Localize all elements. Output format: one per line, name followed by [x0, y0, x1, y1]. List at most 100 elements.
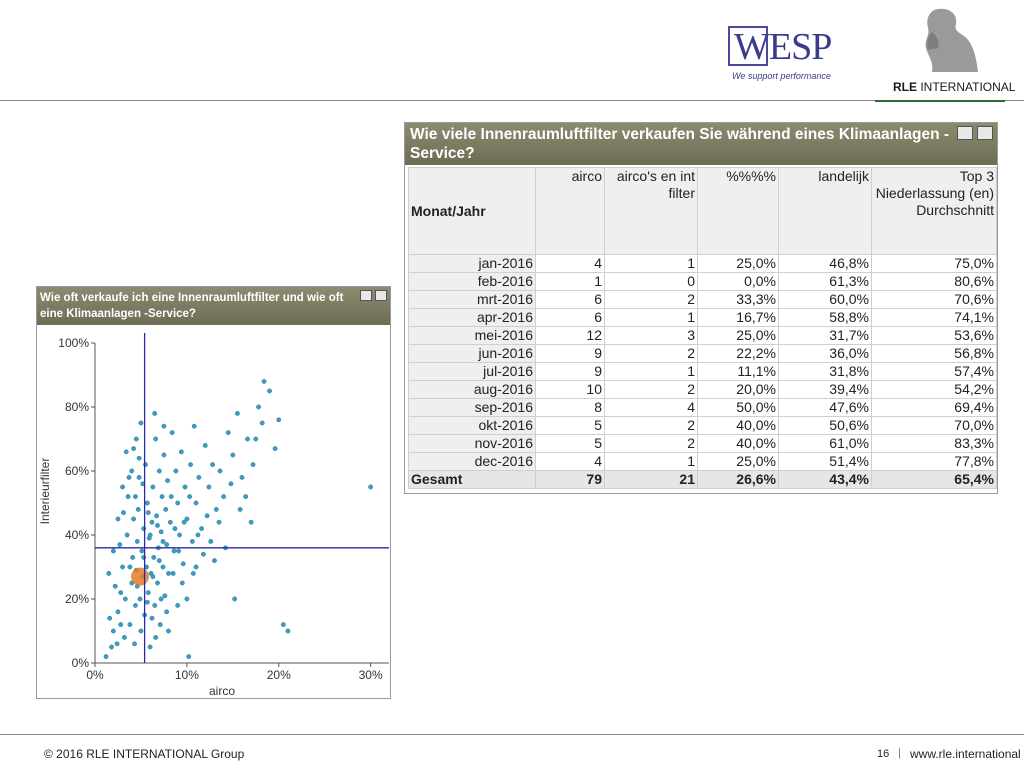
table-row[interactable]: jan-2016 4 1 25,0% 46,8% 75,0%	[408, 254, 997, 273]
scatter-point[interactable]	[152, 602, 158, 608]
scatter-point[interactable]	[261, 379, 267, 384]
scatter-point[interactable]	[245, 436, 250, 442]
table-row[interactable]: apr-2016 6 1 16,7% 58,8% 74,1%	[408, 308, 997, 327]
scatter-point[interactable]	[228, 481, 234, 487]
table-row[interactable]: mei-2016 12 3 25,0% 31,7% 53,6%	[408, 326, 997, 345]
scatter-point[interactable]	[160, 564, 166, 570]
col-header-percent[interactable]: %%%%	[697, 167, 779, 255]
scatter-point[interactable]	[126, 474, 132, 480]
scatter-point[interactable]	[156, 558, 162, 564]
scatter-point[interactable]	[237, 506, 243, 512]
scatter-point[interactable]	[169, 430, 175, 436]
scatter-point[interactable]	[110, 548, 116, 554]
scatter-point[interactable]	[150, 484, 156, 490]
scatter-point[interactable]	[163, 506, 169, 512]
excel-export-icon[interactable]	[375, 290, 387, 301]
scatter-point[interactable]	[175, 602, 181, 608]
print-icon[interactable]	[360, 290, 372, 301]
scatter-point[interactable]	[186, 654, 192, 659]
scatter-point[interactable]	[158, 529, 164, 535]
scatter-point[interactable]	[112, 583, 118, 589]
scatter-point[interactable]	[103, 654, 109, 659]
scatter-point[interactable]	[129, 468, 135, 474]
scatter-point[interactable]	[250, 462, 256, 468]
scatter-point[interactable]	[147, 532, 153, 538]
scatter-point[interactable]	[230, 452, 236, 458]
col-header-airco-filter[interactable]: airco's en int filter	[604, 167, 698, 255]
scatter-point[interactable]	[184, 596, 190, 602]
table-row[interactable]: jul-2016 9 1 11,1% 31,8% 57,4%	[408, 362, 997, 381]
excel-export-icon[interactable]	[977, 126, 993, 140]
col-header-top3[interactable]: Top 3 Niederlassung (en) Durchschnitt	[871, 167, 997, 255]
scatter-point[interactable]	[121, 510, 126, 516]
scatter-point[interactable]	[107, 615, 113, 621]
scatter-point[interactable]	[158, 596, 164, 602]
scatter-point[interactable]	[161, 423, 167, 429]
scatter-point[interactable]	[259, 420, 265, 426]
scatter-point[interactable]	[196, 474, 202, 480]
scatter-point[interactable]	[156, 468, 162, 474]
scatter-point[interactable]	[131, 516, 136, 522]
scatter-point[interactable]	[206, 484, 212, 490]
scatter-point[interactable]	[167, 519, 173, 525]
scatter-point[interactable]	[131, 446, 136, 452]
scatter-point[interactable]	[136, 474, 142, 480]
scatter-point[interactable]	[232, 596, 238, 602]
scatter-point[interactable]	[155, 522, 160, 528]
scatter-point[interactable]	[122, 596, 128, 602]
scatter-point[interactable]	[193, 500, 199, 506]
scatter-point[interactable]	[164, 542, 170, 548]
scatter-point[interactable]	[239, 474, 245, 480]
table-row[interactable]: okt-2016 5 2 40,0% 50,6% 70,0%	[408, 416, 997, 435]
table-row[interactable]: dec-2016 4 1 25,0% 51,4% 77,8%	[408, 452, 997, 471]
scatter-point[interactable]	[248, 519, 254, 525]
footer-url[interactable]: www.rle.international	[910, 747, 1021, 761]
scatter-point[interactable]	[189, 538, 195, 544]
table-total-row[interactable]: Gesamt 79 21 26,6% 43,4% 65,4%	[408, 470, 997, 489]
scatter-point[interactable]	[210, 462, 216, 468]
scatter-point[interactable]	[213, 506, 219, 512]
scatter-point[interactable]	[195, 532, 201, 538]
scatter-point[interactable]	[136, 455, 142, 461]
scatter-point[interactable]	[124, 532, 130, 538]
scatter-point[interactable]	[149, 615, 155, 621]
scatter-point[interactable]	[144, 599, 150, 605]
scatter-point[interactable]	[191, 423, 197, 429]
scatter-point[interactable]	[182, 484, 188, 490]
scatter-point[interactable]	[145, 510, 151, 516]
scatter-point[interactable]	[212, 558, 217, 564]
scatter-point[interactable]	[106, 570, 112, 576]
scatter-point[interactable]	[184, 516, 190, 522]
scatter-point[interactable]	[217, 468, 223, 474]
table-row[interactable]: nov-2016 5 2 40,0% 61,0% 83,3%	[408, 434, 997, 453]
scatter-point[interactable]	[153, 634, 159, 640]
scatter-point[interactable]	[120, 484, 125, 490]
scatter-point[interactable]	[181, 519, 187, 525]
scatter-point[interactable]	[168, 494, 174, 500]
scatter-point[interactable]	[178, 449, 184, 455]
scatter-point[interactable]	[132, 641, 137, 647]
scatter-point[interactable]	[368, 484, 374, 490]
scatter-point[interactable]	[180, 561, 186, 567]
scatter-point[interactable]	[147, 644, 153, 650]
scatter-point[interactable]	[151, 554, 157, 560]
scatter-point[interactable]	[171, 548, 177, 554]
scatter-point[interactable]	[173, 468, 179, 474]
scatter-point[interactable]	[122, 634, 127, 640]
scatter-point[interactable]	[235, 411, 240, 416]
scatter-point[interactable]	[152, 411, 158, 416]
scatter-point[interactable]	[149, 519, 155, 525]
scatter-point[interactable]	[133, 602, 138, 608]
table-row[interactable]: feb-2016 1 0 0,0% 61,3% 80,6%	[408, 272, 997, 291]
scatter-point[interactable]	[123, 449, 129, 455]
scatter-point[interactable]	[253, 436, 259, 442]
print-icon[interactable]	[957, 126, 973, 140]
scatter-point[interactable]	[115, 516, 121, 522]
scatter-point[interactable]	[133, 494, 138, 500]
scatter-point[interactable]	[130, 554, 136, 560]
scatter-point[interactable]	[221, 494, 227, 500]
scatter-point[interactable]	[175, 500, 181, 506]
scatter-point[interactable]	[117, 542, 123, 548]
scatter-point[interactable]	[157, 622, 163, 627]
scatter-point[interactable]	[216, 519, 222, 525]
